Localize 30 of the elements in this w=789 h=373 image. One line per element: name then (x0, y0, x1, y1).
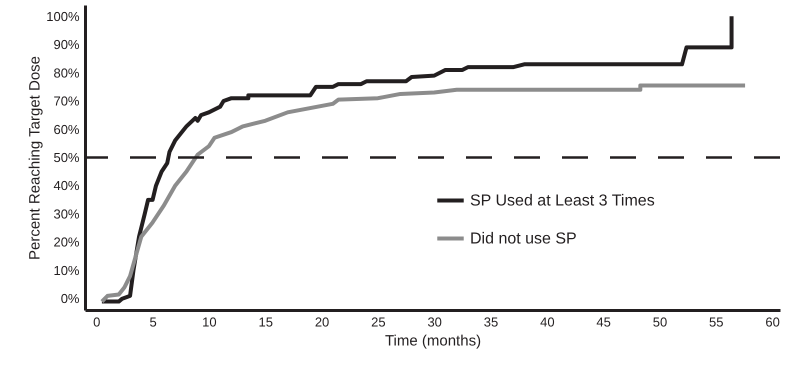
y-tick-label: 0% (60, 291, 80, 306)
y-tick-label: 50% (53, 150, 80, 165)
legend-label: Did not use SP (470, 230, 577, 248)
y-tick-label: 70% (53, 94, 80, 109)
x-tick-label: 30 (427, 314, 442, 330)
x-tick-label: 15 (258, 314, 273, 330)
x-tick-label: 20 (314, 314, 330, 330)
y-tick-label: 20% (53, 234, 80, 250)
x-tick-label: 35 (484, 314, 498, 330)
x-tick-label: 40 (540, 314, 555, 330)
x-tick-label: 0 (93, 314, 100, 330)
y-tick-label: 40% (53, 178, 80, 194)
line-series (100, 14, 734, 304)
x-tick-label: 10 (202, 314, 217, 330)
y-tick-label: 80% (53, 65, 80, 80)
x-axis-title: Time (months) (384, 332, 482, 350)
x-tick-label: 60 (765, 314, 780, 330)
x-tick-label: 25 (371, 314, 386, 330)
y-axis-title: Percent Reaching Target Dose (26, 56, 44, 260)
x-tick-label: 5 (149, 314, 157, 330)
x-tick-label: 55 (709, 314, 724, 330)
y-tick-label: 100% (46, 8, 80, 24)
y-tick-label: 60% (53, 122, 80, 137)
y-tick-label: 90% (53, 37, 80, 52)
y-tick-label: 10% (53, 262, 80, 278)
y-tick-label: 30% (53, 206, 80, 222)
x-tick-label: 50 (652, 314, 668, 330)
x-tick-label: 45 (596, 314, 611, 330)
line-series (100, 83, 748, 304)
legend-label: SP Used at Least 3 Times (470, 192, 655, 210)
